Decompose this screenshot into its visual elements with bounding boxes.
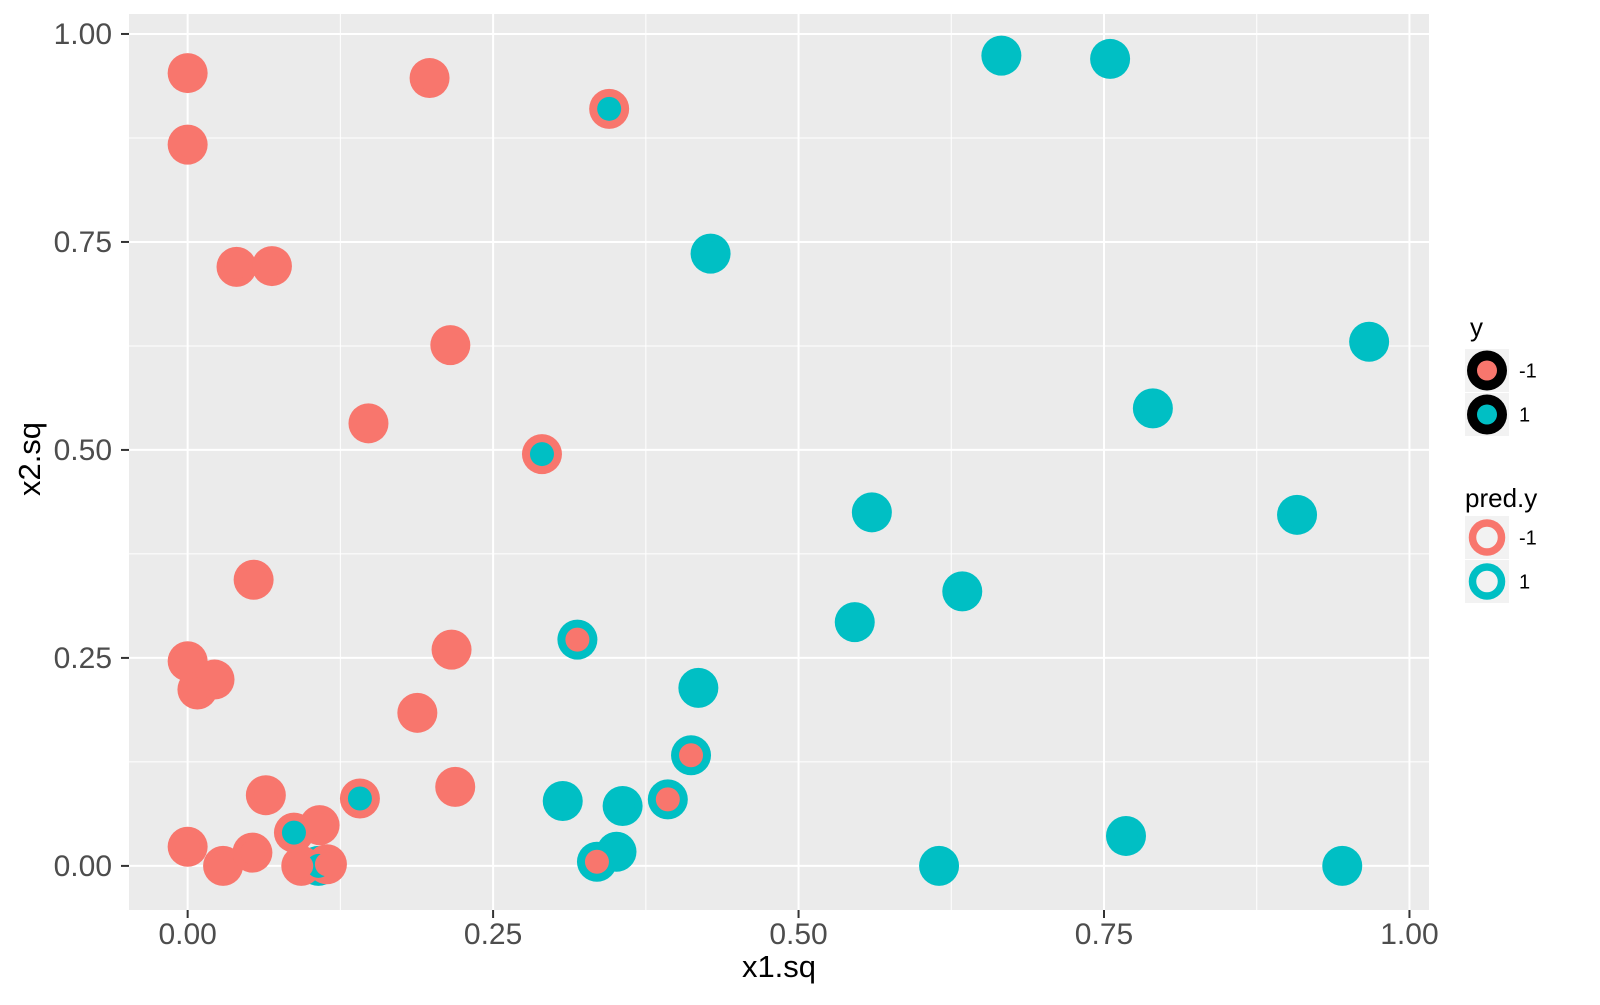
data-point-fill — [307, 813, 332, 838]
data-point-fill — [202, 667, 227, 692]
data-point-fill — [1140, 396, 1165, 421]
legend-item-label: 1 — [1519, 405, 1530, 427]
data-point-fill — [175, 132, 200, 157]
x-tick-label: 0.50 — [769, 918, 827, 951]
minor-gridlines — [129, 14, 1429, 910]
data-point-fill — [584, 849, 609, 874]
data-point-fill — [253, 783, 278, 808]
data-point-fill — [241, 567, 266, 592]
data-point-fill — [842, 610, 867, 635]
x-axis-title: x1.sq — [742, 949, 816, 984]
data-point-fill — [686, 675, 711, 700]
data-point-fill — [259, 254, 284, 279]
data-point-fill — [211, 853, 236, 878]
data-point-fill — [417, 66, 442, 91]
y-tick-label: 1.00 — [54, 18, 112, 51]
legend-key-fill-icon — [1477, 404, 1497, 425]
point-fill-layer — [175, 43, 1382, 878]
legend-key-open-ring-icon — [1468, 519, 1506, 556]
y-tick-label: 0.50 — [54, 434, 112, 467]
legend-item-label: -1 — [1519, 528, 1537, 550]
data-point-fill — [175, 649, 200, 674]
y-tick-label: 0.75 — [54, 226, 112, 259]
data-point-fill — [347, 786, 372, 811]
x-tick-label: 0.75 — [1075, 918, 1133, 951]
data-point-fill — [289, 853, 314, 878]
data-point-fill — [529, 442, 554, 467]
data-point-fill — [405, 700, 430, 725]
data-point-fill — [1113, 823, 1138, 848]
data-point-fill — [698, 241, 723, 266]
point-ring-layer — [167, 35, 1390, 886]
data-point-fill — [1330, 853, 1355, 878]
plot-panel — [129, 14, 1429, 910]
data-point-fill — [175, 61, 200, 86]
data-point-fill — [679, 743, 704, 768]
data-point-fill — [224, 254, 249, 279]
x-tick-label: 0.00 — [158, 918, 216, 951]
legend-item-label: -1 — [1519, 361, 1537, 383]
data-point-fill — [356, 411, 381, 436]
data-point-fill — [1357, 329, 1382, 354]
legend-title-y: y — [1470, 312, 1483, 342]
data-point-fill — [550, 789, 575, 814]
data-point-fill — [443, 774, 468, 799]
axis-ticks — [121, 32, 1411, 918]
data-point-fill — [989, 43, 1014, 68]
panel-background — [129, 14, 1429, 910]
data-point-fill — [281, 820, 306, 845]
x-tick-label: 0.25 — [464, 918, 522, 951]
x-tick-label: 1.00 — [1380, 918, 1438, 951]
data-point-fill — [1285, 502, 1310, 527]
data-point-fill — [950, 579, 975, 604]
legend-key-open-ring-icon — [1468, 563, 1506, 600]
data-point-fill — [314, 852, 339, 877]
data-point-fill — [610, 794, 635, 819]
y-tick-labels: 0.00 0.25 0.50 0.75 1.00 — [54, 18, 112, 883]
y-tick-label: 0.00 — [54, 850, 112, 883]
data-point-fill — [1098, 46, 1123, 71]
data-point-fill — [438, 333, 463, 358]
legend: y pred.y -1 1 -1 1 — [1465, 312, 1537, 603]
y-tick-label: 0.25 — [54, 642, 112, 675]
data-point-fill — [565, 627, 590, 652]
x-tick-labels: 0.00 0.25 0.50 0.75 1.00 — [158, 918, 1438, 951]
legend-keys: -1 1 -1 1 — [1465, 349, 1537, 603]
data-point-fill — [597, 96, 622, 121]
data-point-fill — [927, 853, 952, 878]
data-point-fill — [240, 840, 265, 865]
legend-item-label: 1 — [1519, 572, 1530, 594]
data-point-fill — [859, 500, 884, 525]
data-point-fill — [439, 637, 464, 662]
y-axis-title: x2.sq — [12, 422, 47, 496]
data-point-fill — [655, 787, 680, 812]
data-point-fill — [175, 834, 200, 859]
data-point-fill — [604, 839, 629, 864]
legend-title-pred-y: pred.y — [1465, 483, 1537, 513]
legend-key-fill-icon — [1477, 360, 1497, 381]
